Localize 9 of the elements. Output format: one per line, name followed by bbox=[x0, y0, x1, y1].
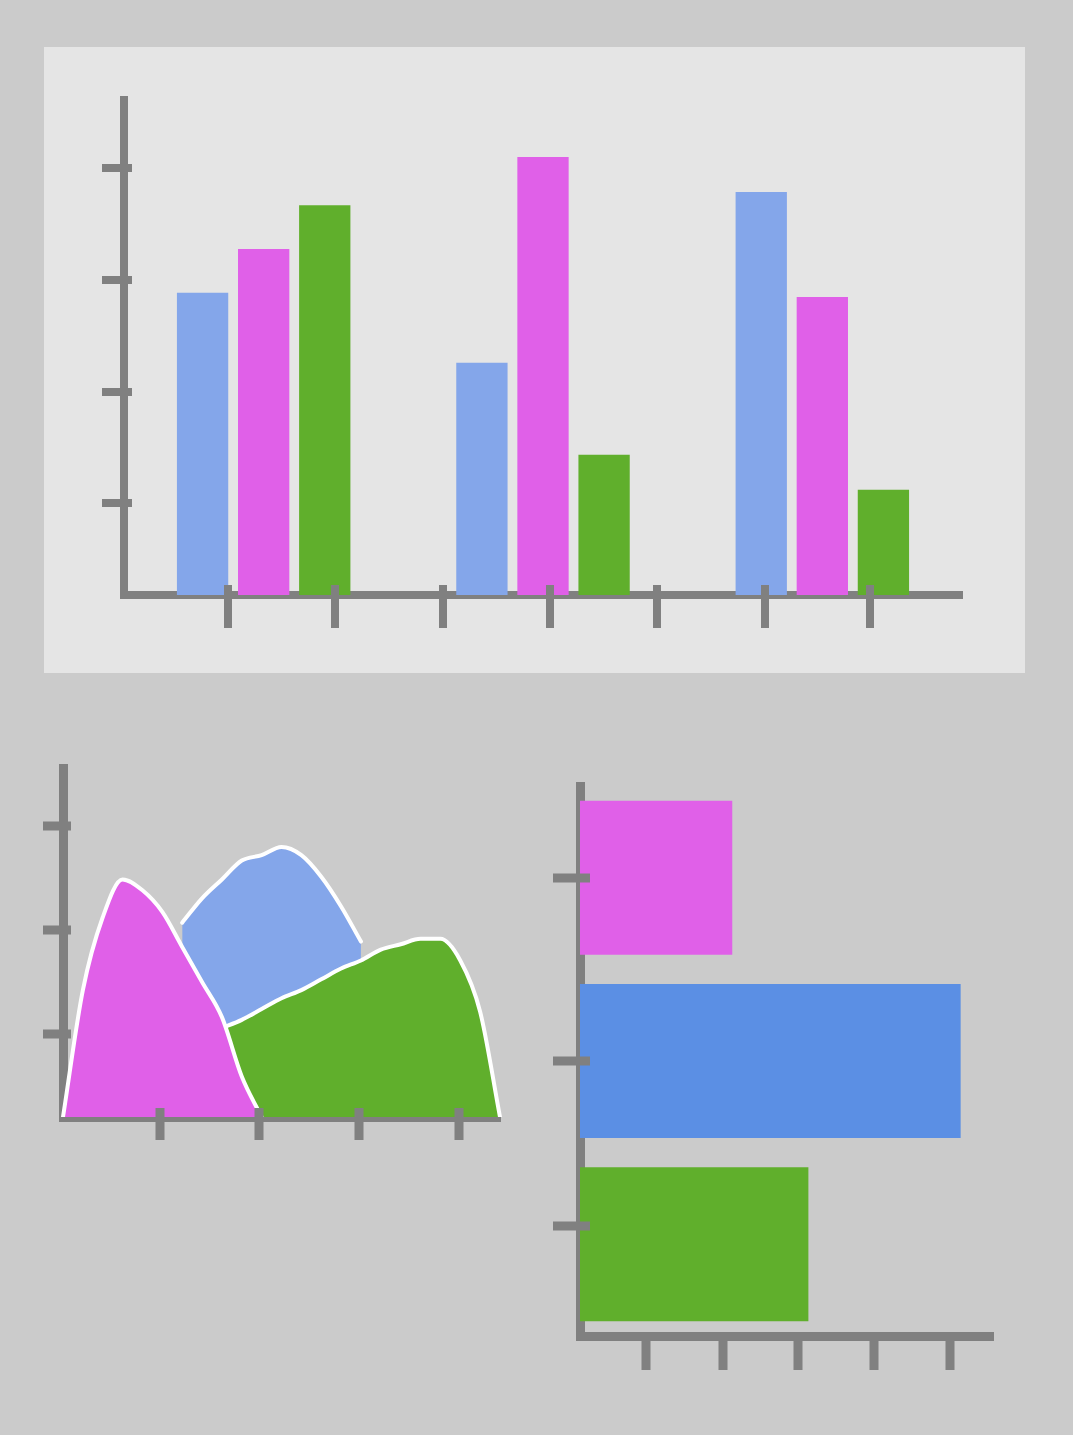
bar bbox=[299, 205, 351, 595]
bar bbox=[238, 248, 290, 595]
bar bbox=[456, 362, 508, 595]
bar bbox=[796, 297, 848, 595]
bar bbox=[176, 292, 229, 595]
bar bbox=[857, 489, 910, 595]
bar bbox=[517, 156, 569, 595]
bar bbox=[578, 454, 630, 595]
bar bbox=[735, 191, 787, 595]
